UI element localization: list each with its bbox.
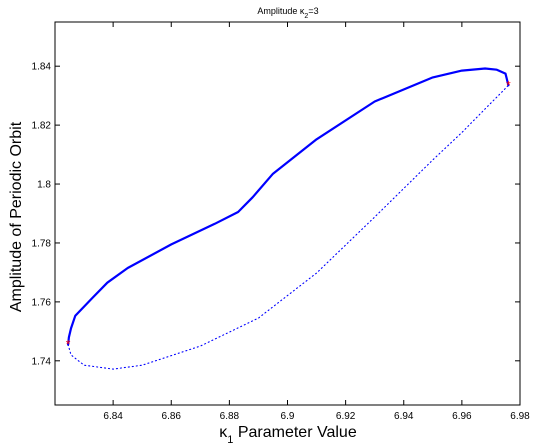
x-axis-ticks: 6.84 6.86 6.88 6.9 6.92 6.94 6.96 6.98 [103,22,530,422]
x-tick-label: 6.94 [394,411,414,422]
x-axis-label-subscript: 1 [227,434,233,443]
series-group [66,67,510,370]
y-axis-label: Amplitude of Periodic Orbit [8,121,25,312]
x-axis-label-main: κ [219,424,228,441]
x-axis-label-tail: Parameter Value [233,424,356,441]
plot-area [54,21,521,406]
plot-frame [54,21,521,406]
x-tick-label: 6.84 [103,411,123,422]
y-tick-label: 1.8 [37,180,51,191]
chart-title: Amplitude κ2=3 [257,6,318,20]
y-tick-label: 1.82 [32,121,52,132]
chart-title-tail: =3 [308,6,318,16]
y-tick-label: 1.74 [32,356,52,367]
series-line-dotted [67,84,509,370]
chart-title-main: Amplitude κ [257,6,305,16]
x-axis-label: κ1 Parameter Value [219,424,357,443]
x-tick-label: 6.92 [336,411,356,422]
x-tick-label: 6.86 [162,411,182,422]
x-tick-label: 6.9 [281,411,295,422]
x-tick-label: 6.96 [452,411,472,422]
x-tick-label: 6.98 [510,411,530,422]
x-tick-label: 6.88 [220,411,240,422]
y-tick-label: 1.84 [32,62,52,73]
y-tick-label: 1.76 [32,297,52,308]
marker-point-2: * [506,78,511,92]
y-tick-label: 1.78 [32,238,52,249]
marker-point-1: * [66,338,71,352]
marker-group: ** [66,78,511,351]
chart-title-subscript: 2 [304,13,308,20]
y-axis-ticks: 1.74 1.76 1.78 1.8 1.82 1.84 [32,62,520,367]
series-line-solid [66,67,510,346]
